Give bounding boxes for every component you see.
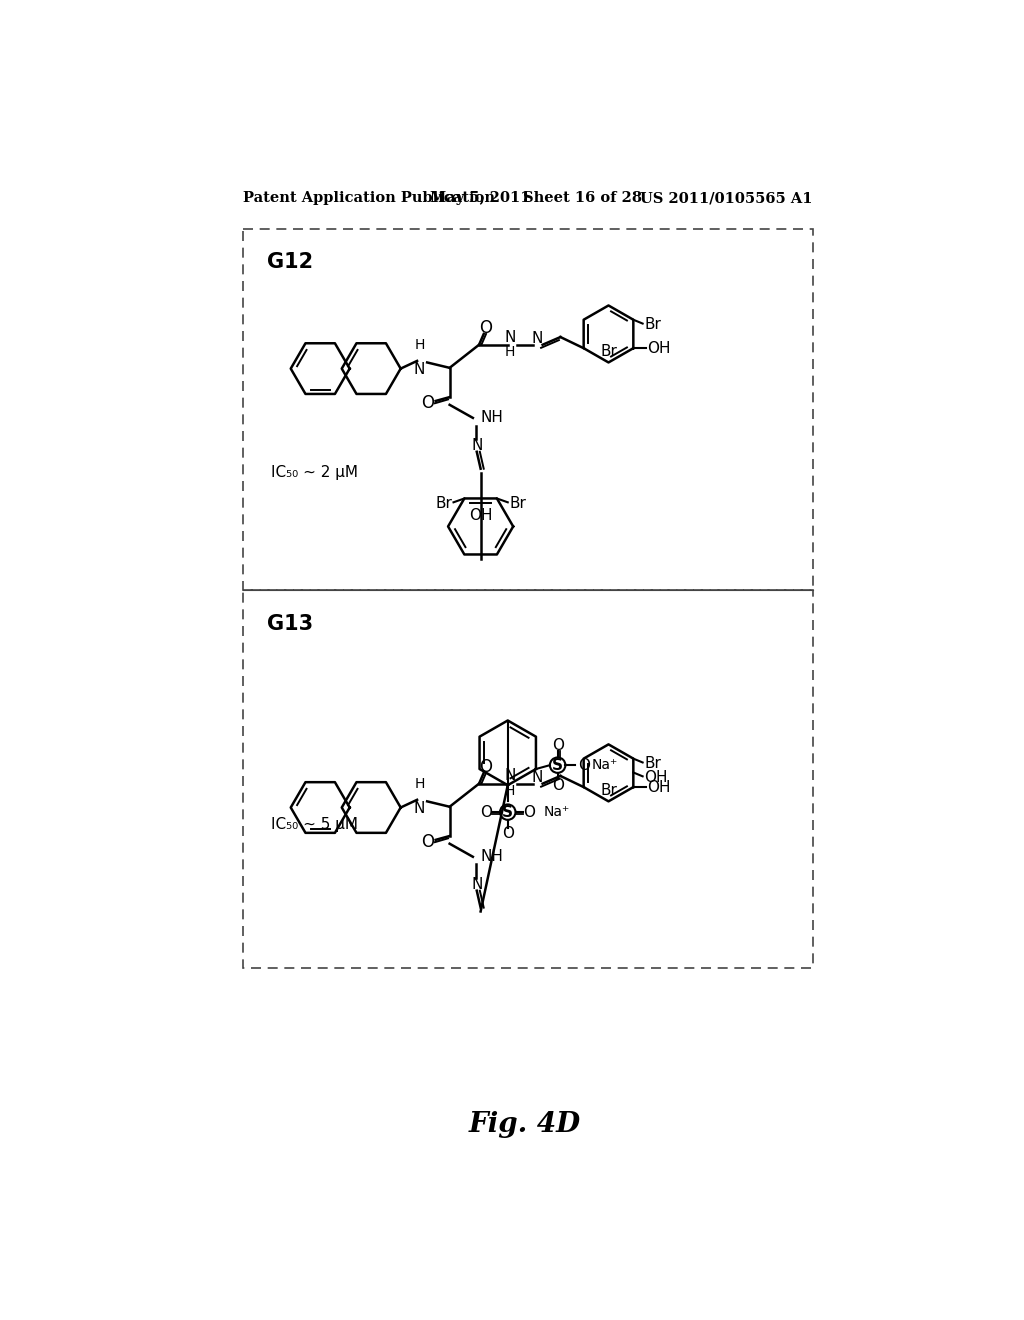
Text: O: O: [502, 826, 514, 841]
Text: O: O: [480, 805, 493, 820]
Text: O: O: [422, 833, 434, 851]
Text: H: H: [505, 784, 515, 797]
Text: Na⁺: Na⁺: [544, 805, 569, 820]
Text: N: N: [414, 801, 425, 816]
Text: N: N: [471, 438, 482, 453]
Text: N: N: [531, 331, 543, 346]
Text: O: O: [479, 758, 492, 776]
Text: US 2011/0105565 A1: US 2011/0105565 A1: [640, 191, 812, 206]
Text: Na⁺: Na⁺: [592, 758, 618, 772]
Bar: [243, 590, 813, 969]
Text: NH: NH: [480, 411, 504, 425]
Text: G12: G12: [267, 252, 313, 272]
Text: Sheet 16 of 28: Sheet 16 of 28: [523, 191, 642, 206]
Text: O: O: [552, 738, 563, 752]
Text: OH: OH: [647, 780, 671, 795]
Bar: [243, 230, 813, 590]
Text: Br: Br: [644, 317, 662, 331]
Text: G13: G13: [267, 614, 313, 634]
Text: Br: Br: [600, 783, 616, 799]
Text: N: N: [505, 330, 516, 345]
Text: N: N: [414, 363, 425, 378]
Text: H: H: [415, 338, 425, 351]
Text: O: O: [578, 758, 590, 772]
Text: O: O: [479, 319, 492, 337]
Text: Br: Br: [509, 495, 526, 511]
Text: Fig. 4D: Fig. 4D: [469, 1111, 581, 1138]
Text: OH: OH: [647, 341, 671, 355]
Text: Br: Br: [644, 756, 662, 771]
Text: O: O: [552, 777, 563, 793]
Text: May 5, 2011: May 5, 2011: [430, 191, 530, 206]
Text: S: S: [552, 758, 563, 772]
Text: OH: OH: [469, 508, 493, 523]
Text: IC₅₀ ~ 5 μM: IC₅₀ ~ 5 μM: [271, 817, 358, 832]
Text: O: O: [422, 395, 434, 412]
Text: NH: NH: [480, 849, 504, 865]
Text: H: H: [415, 776, 425, 791]
Text: Patent Application Publication: Patent Application Publication: [243, 191, 495, 206]
Text: N: N: [505, 768, 516, 784]
Text: N: N: [531, 770, 543, 785]
Text: N: N: [471, 876, 482, 892]
Text: Br: Br: [600, 345, 616, 359]
Text: H: H: [505, 345, 515, 359]
Text: IC₅₀ ~ 2 μM: IC₅₀ ~ 2 μM: [271, 465, 358, 480]
Text: Br: Br: [435, 495, 452, 511]
Text: S: S: [502, 805, 513, 820]
Text: O: O: [523, 805, 536, 820]
Text: OH: OH: [644, 770, 668, 784]
